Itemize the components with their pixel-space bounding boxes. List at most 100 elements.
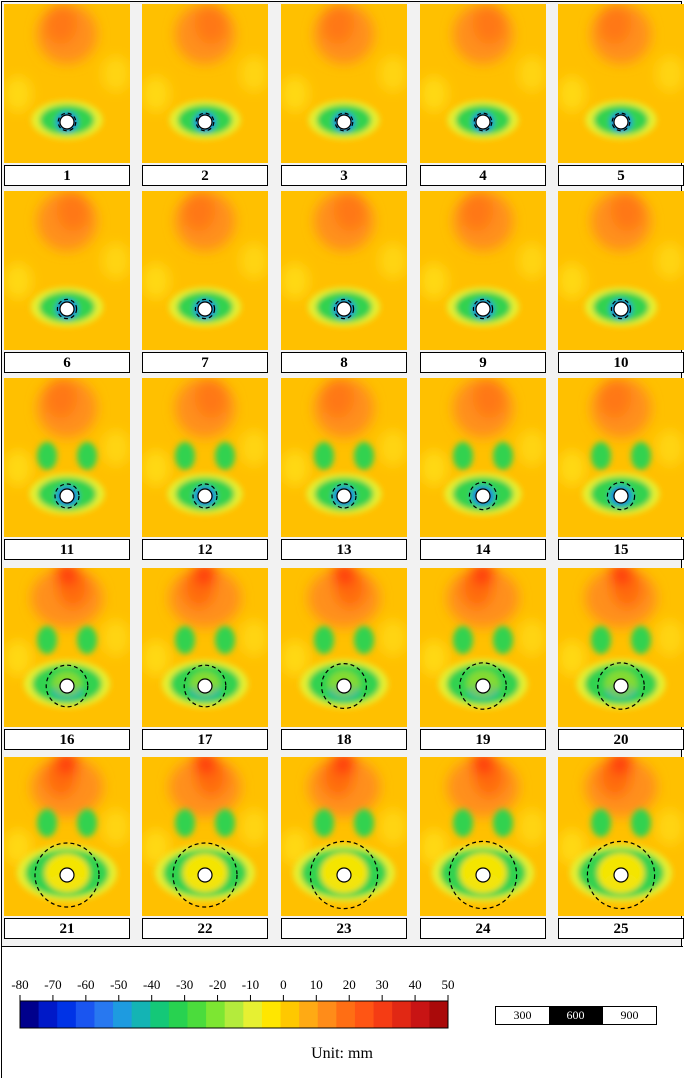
contour-map <box>558 4 684 163</box>
colorbar-swatch <box>336 1001 356 1028</box>
contour-panel: 20 <box>558 568 684 750</box>
contour-map <box>420 757 546 916</box>
contour-grid: 1 2 3 4 5 6 7 8 9 10 11 12 13 14 15 16 17 18 19 20 21 22 23 24 2… <box>2 2 684 945</box>
contour-panel: 10 <box>558 191 684 373</box>
contour-panel: 2 <box>142 4 268 186</box>
colorbar-swatch <box>373 1001 393 1028</box>
contour-panel: 4 <box>420 4 546 186</box>
contour-map <box>142 191 268 350</box>
contour-map <box>558 378 684 537</box>
panel-label: 4 <box>420 165 546 186</box>
panel-label: 8 <box>281 352 407 373</box>
contour-panel: 19 <box>420 568 546 750</box>
scale-bar-label: 300 <box>496 1007 549 1024</box>
colorbar-swatch <box>410 1001 430 1028</box>
panel-label: 21 <box>4 918 130 939</box>
contour-panel: 23 <box>281 757 407 939</box>
panel-label: 23 <box>281 918 407 939</box>
contour-map <box>4 378 130 537</box>
colorbar-swatch <box>168 1001 188 1028</box>
panel-label: 5 <box>558 165 684 186</box>
contour-map <box>420 378 546 537</box>
contour-panel: 15 <box>558 378 684 560</box>
colorbar-tick-label: -40 <box>143 977 160 992</box>
scale-bar: 300 600 900 <box>495 1006 657 1025</box>
panel-label: 18 <box>281 729 407 750</box>
contour-panel: 7 <box>142 191 268 373</box>
colorbar-swatch <box>187 1001 207 1028</box>
contour-panel: 14 <box>420 378 546 560</box>
unit-label: Unit: mm <box>311 1045 373 1062</box>
colorbar-tick-label: 0 <box>280 977 287 992</box>
colorbar-tick-label: -30 <box>176 977 193 992</box>
contour-map <box>281 568 407 727</box>
contour-map <box>420 4 546 163</box>
colorbar-swatch <box>206 1001 226 1028</box>
contour-map <box>420 191 546 350</box>
contour-panel: 24 <box>420 757 546 939</box>
panel-label: 20 <box>558 729 684 750</box>
scale-bar-label: 900 <box>602 1007 656 1024</box>
colorbar-swatch <box>299 1001 319 1028</box>
contour-panel: 25 <box>558 757 684 939</box>
contour-map <box>558 568 684 727</box>
colorbar-tick-label: 40 <box>409 977 422 992</box>
panel-label: 13 <box>281 539 407 560</box>
contour-map <box>420 568 546 727</box>
contour-map <box>4 568 130 727</box>
panel-label: 7 <box>142 352 268 373</box>
colorbar-tick-label: 20 <box>343 977 356 992</box>
contour-panel: 16 <box>4 568 130 750</box>
contour-map <box>142 4 268 163</box>
contour-panel: 1 <box>4 4 130 186</box>
colorbar-swatch <box>392 1001 412 1028</box>
colorbar-swatch <box>224 1001 244 1028</box>
colorbar-swatch <box>94 1001 114 1028</box>
contour-panel: 9 <box>420 191 546 373</box>
contour-panel: 8 <box>281 191 407 373</box>
contour-map <box>142 568 268 727</box>
colorbar-swatch <box>57 1001 77 1028</box>
colorbar-swatch <box>243 1001 263 1028</box>
colorbar: -80 -70 -60 -50 -40 -30 -20 -10 0 10 20 30 40 50 <box>11 977 455 1029</box>
colorbar-tick-label: -10 <box>242 977 259 992</box>
colorbar-swatch <box>150 1001 170 1028</box>
contour-panel: 13 <box>281 378 407 560</box>
colorbar-tick-label: -50 <box>110 977 127 992</box>
colorbar-tick-label: 30 <box>376 977 389 992</box>
contour-map <box>558 191 684 350</box>
colorbar-swatch <box>131 1001 151 1028</box>
colorbar-swatch <box>317 1001 337 1028</box>
contour-panel: 22 <box>142 757 268 939</box>
contour-panel: 6 <box>4 191 130 373</box>
panel-label: 14 <box>420 539 546 560</box>
contour-map <box>281 191 407 350</box>
contour-panel: 11 <box>4 378 130 560</box>
colorbar-tick-label: -70 <box>44 977 61 992</box>
contour-map <box>4 757 130 916</box>
contour-map <box>142 757 268 916</box>
colorbar-tick-label: 50 <box>442 977 455 992</box>
contour-map <box>558 757 684 916</box>
panel-label: 2 <box>142 165 268 186</box>
contour-map <box>4 4 130 163</box>
panel-label: 15 <box>558 539 684 560</box>
contour-map <box>281 757 407 916</box>
panel-label: 25 <box>558 918 684 939</box>
panel-label: 17 <box>142 729 268 750</box>
colorbar-swatch <box>354 1001 375 1028</box>
colorbar-tick-label: 10 <box>310 977 323 992</box>
panel-label: 19 <box>420 729 546 750</box>
colorbar-swatch <box>280 1001 300 1028</box>
colorbar-swatch <box>113 1001 133 1028</box>
contour-map <box>142 378 268 537</box>
panel-label: 11 <box>4 539 130 560</box>
contour-panel: 18 <box>281 568 407 750</box>
panel-label: 3 <box>281 165 407 186</box>
colorbar-tick-label: -60 <box>77 977 94 992</box>
contour-panel: 3 <box>281 4 407 186</box>
colorbar-swatch <box>38 1001 58 1028</box>
panel-label: 1 <box>4 165 130 186</box>
contour-map <box>281 4 407 163</box>
